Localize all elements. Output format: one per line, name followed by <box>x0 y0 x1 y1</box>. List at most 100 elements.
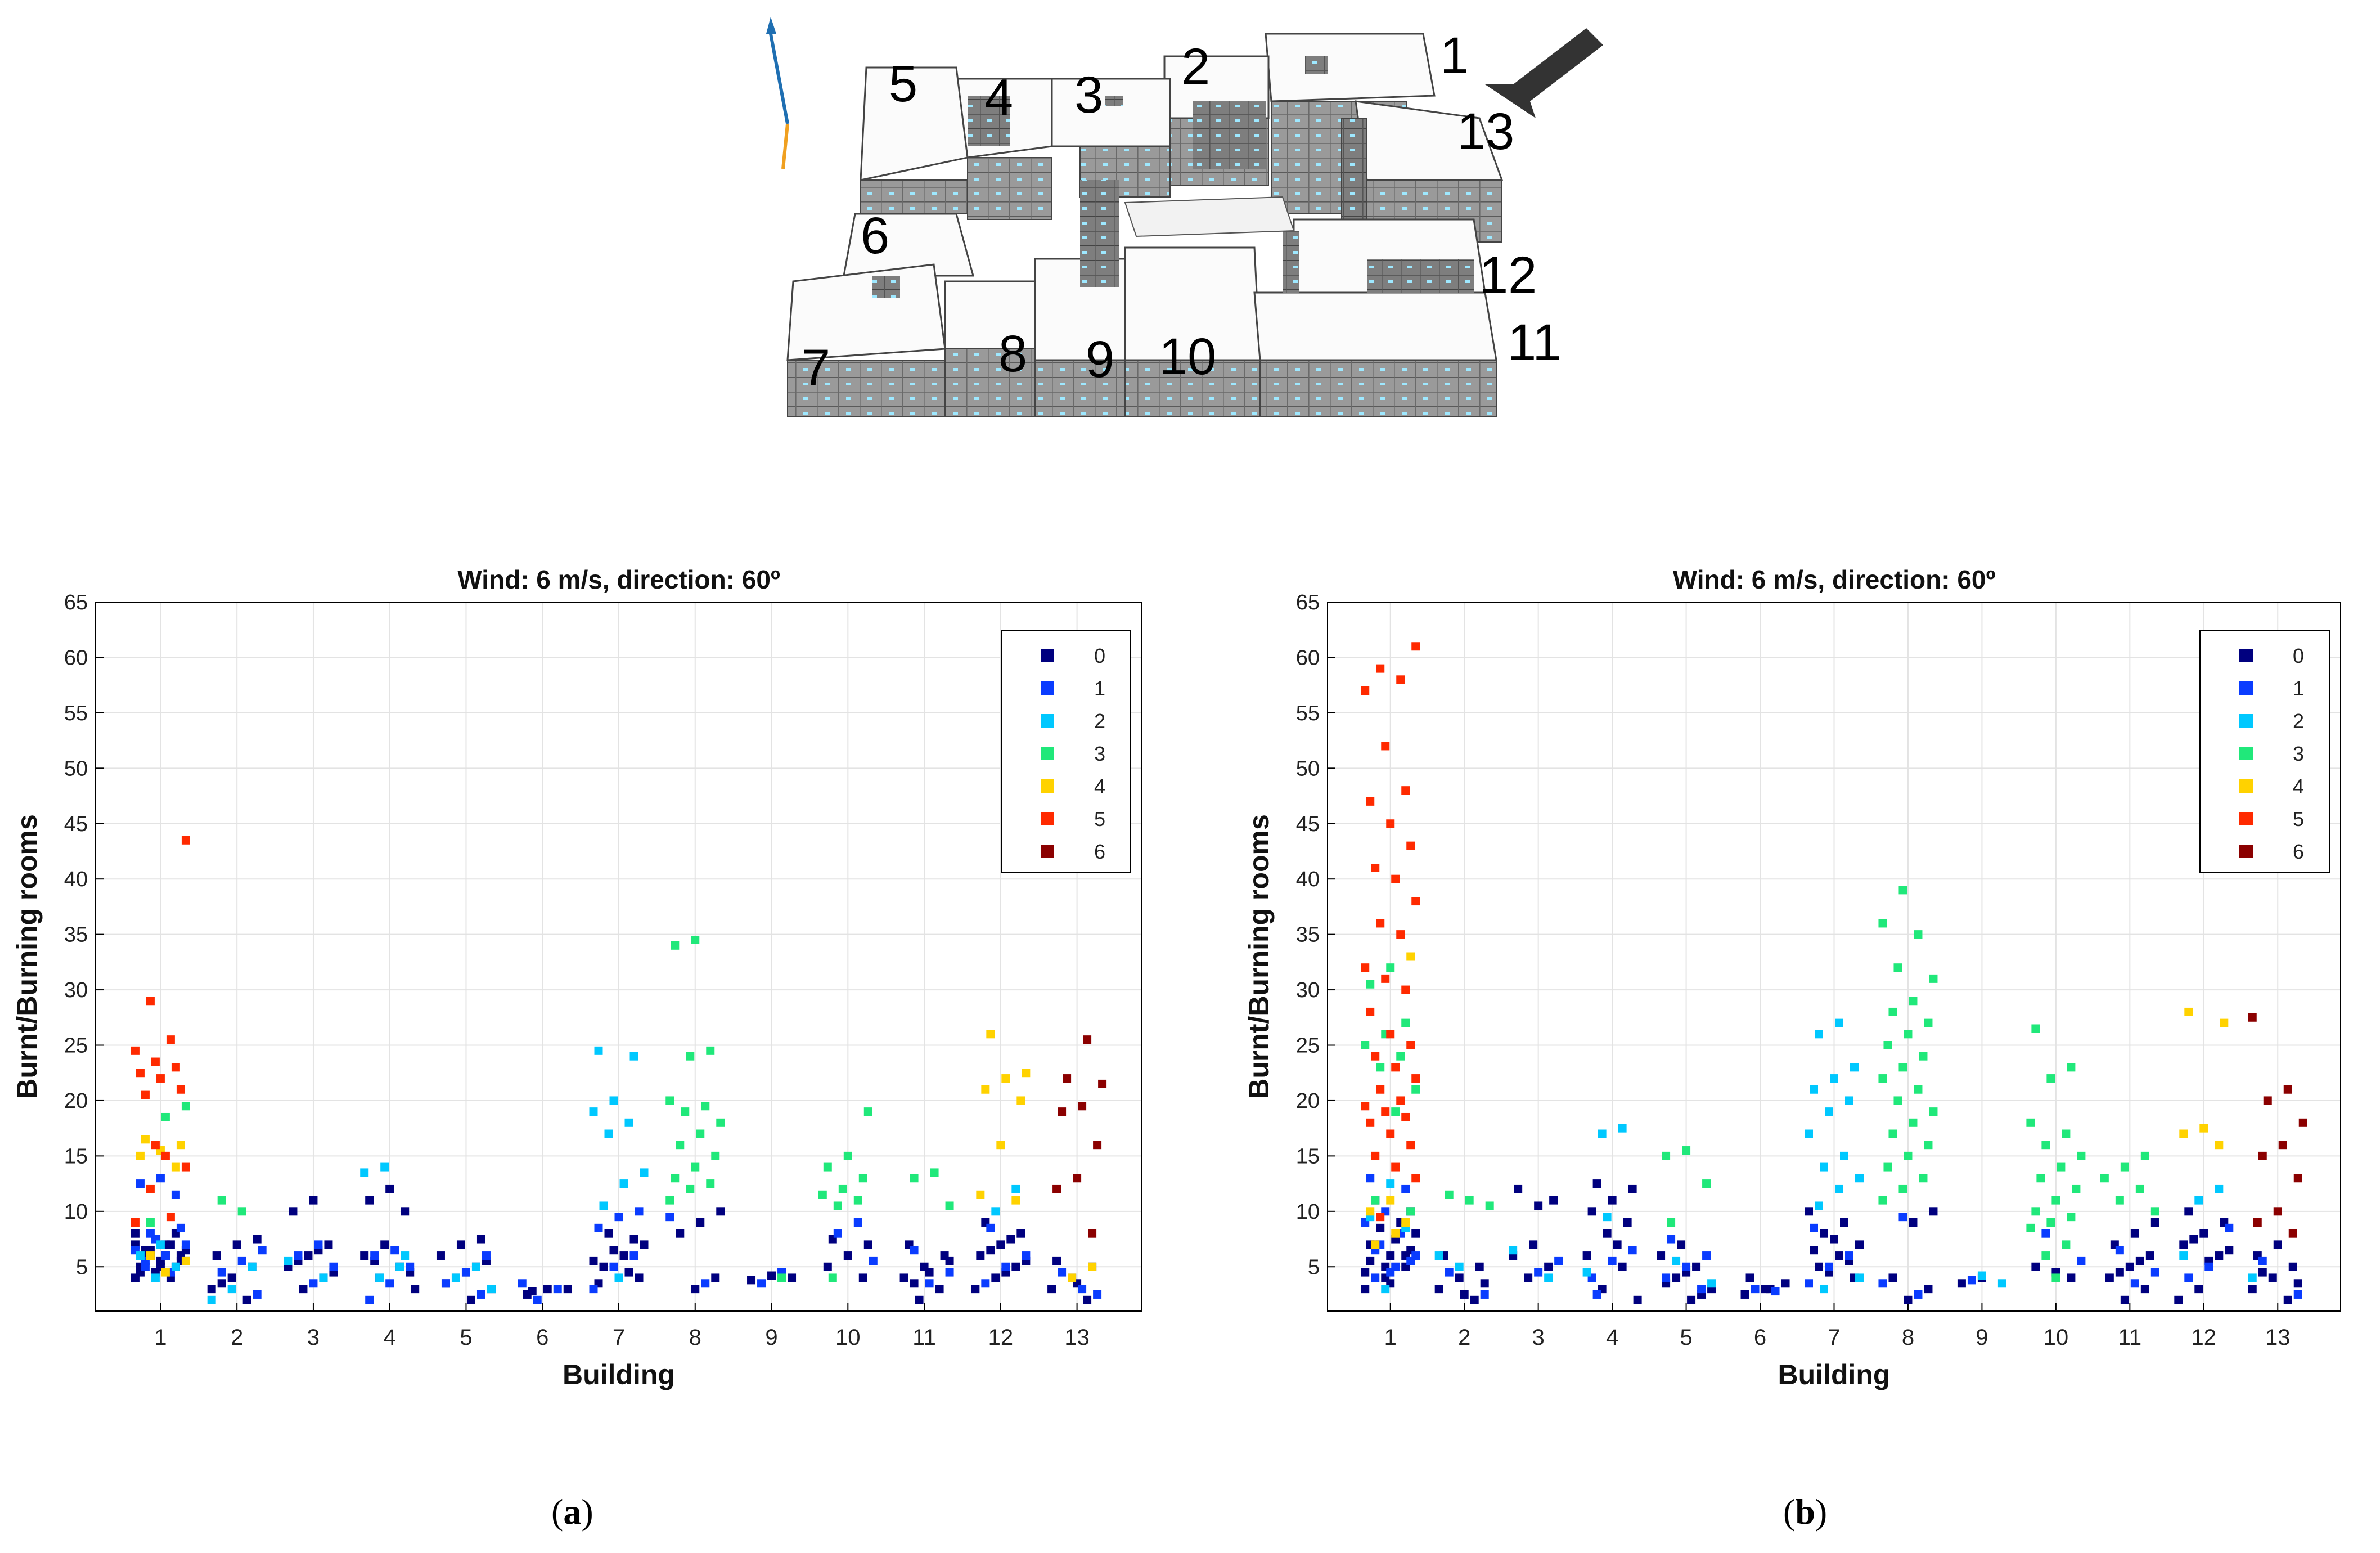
data-point <box>1406 1256 1415 1265</box>
data-point <box>2199 1124 2208 1133</box>
data-point <box>436 1251 445 1260</box>
data-point <box>2140 1151 2149 1160</box>
data-point <box>619 1251 628 1260</box>
legend-label: 3 <box>1094 742 1105 765</box>
y-tick-label: 15 <box>64 1144 88 1168</box>
data-point <box>2278 1141 2287 1150</box>
data-point <box>1386 1030 1395 1039</box>
data-point <box>1475 1262 1484 1271</box>
x-tick-label: 2 <box>231 1325 243 1350</box>
data-point <box>1603 1213 1612 1222</box>
data-point <box>686 1052 695 1061</box>
data-point <box>1888 1007 1897 1016</box>
data-point <box>2031 1024 2040 1033</box>
wind-arrow-icon <box>1485 28 1603 118</box>
data-point <box>863 1240 872 1249</box>
data-point <box>146 1184 155 1193</box>
data-point <box>1771 1287 1780 1296</box>
data-point <box>1692 1262 1701 1271</box>
x-tick-label: 5 <box>460 1325 472 1350</box>
data-point <box>676 1229 685 1238</box>
data-point <box>1820 1162 1828 1172</box>
data-point <box>2100 1174 2109 1183</box>
data-point <box>1825 1107 1833 1116</box>
data-point <box>2120 1162 2129 1172</box>
data-point <box>681 1107 690 1116</box>
data-point <box>838 1184 847 1193</box>
data-point <box>823 1262 832 1271</box>
x-tick-label: 13 <box>1064 1325 1090 1350</box>
data-point <box>869 1256 878 1265</box>
data-point <box>1411 1074 1420 1083</box>
data-point <box>1006 1235 1015 1244</box>
data-point <box>1805 1279 1813 1288</box>
scene-label-10: 10 <box>1159 328 1216 385</box>
x-tick-label: 9 <box>1976 1325 1988 1350</box>
x-axis-label: Building <box>563 1359 675 1390</box>
legend-swatch <box>2239 747 2253 760</box>
data-point <box>599 1262 608 1271</box>
data-point <box>1093 1141 1102 1150</box>
data-point <box>1401 1184 1410 1193</box>
data-point <box>2125 1262 2134 1271</box>
data-point <box>161 1112 170 1121</box>
scene-label-7: 7 <box>802 339 830 397</box>
legend-label: 6 <box>2293 840 2304 863</box>
data-point <box>1391 874 1400 883</box>
data-point <box>1702 1179 1711 1188</box>
data-point <box>1997 1279 2006 1288</box>
data-point <box>1810 1223 1818 1232</box>
data-point <box>253 1290 262 1299</box>
data-point <box>466 1295 475 1304</box>
data-point <box>461 1268 470 1277</box>
data-point <box>2273 1207 2282 1216</box>
y-tick-label: 40 <box>1296 868 1320 891</box>
data-point <box>1667 1235 1676 1244</box>
data-point <box>1052 1256 1061 1265</box>
data-point <box>2189 1235 2198 1244</box>
data-point <box>1805 1129 1813 1138</box>
data-point <box>1613 1240 1622 1249</box>
data-point <box>1376 1213 1385 1222</box>
caption-b: (b) <box>1783 1492 1828 1532</box>
data-point <box>1608 1196 1617 1205</box>
data-point <box>925 1279 934 1288</box>
data-point <box>289 1207 298 1216</box>
data-point <box>1582 1268 1591 1277</box>
data-point <box>1929 974 1938 983</box>
data-point <box>131 1229 140 1238</box>
data-point <box>747 1276 756 1285</box>
data-point <box>629 1251 638 1260</box>
data-point <box>1883 1162 1892 1172</box>
data-point <box>1554 1256 1563 1265</box>
legend-swatch <box>1041 649 1054 662</box>
data-point <box>1052 1184 1061 1193</box>
grid <box>96 602 1142 1311</box>
data-point <box>1391 1162 1400 1172</box>
legend-swatch <box>1041 714 1054 728</box>
data-point <box>1662 1273 1671 1282</box>
legend-label: 4 <box>2293 775 2304 798</box>
data-point <box>818 1190 827 1199</box>
data-point <box>1371 864 1380 872</box>
data-point <box>2283 1085 2292 1094</box>
data-point <box>1855 1174 1864 1183</box>
data-point <box>237 1256 246 1265</box>
data-point <box>1434 1285 1443 1294</box>
y-tick-label: 45 <box>1296 813 1320 836</box>
data-point <box>991 1273 1000 1282</box>
scene-label-12: 12 <box>1479 246 1537 304</box>
data-point <box>1401 1218 1410 1227</box>
data-point <box>1924 1018 1933 1027</box>
data-point <box>181 1102 190 1111</box>
data-point <box>146 1251 155 1260</box>
chart-title: Wind: 6 m/s, direction: 60º <box>1673 565 1996 594</box>
legend: 0 1 2 3 4 5 6 <box>1001 630 1131 873</box>
data-point <box>411 1285 420 1294</box>
data-point <box>1544 1273 1553 1282</box>
data-point <box>1381 1107 1390 1116</box>
data-point <box>843 1151 852 1160</box>
data-point <box>665 1213 674 1222</box>
data-point <box>2179 1251 2188 1260</box>
